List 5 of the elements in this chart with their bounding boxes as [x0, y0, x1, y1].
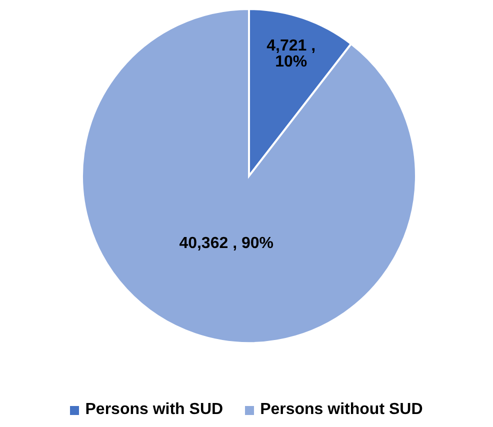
- data-label: 4,721 , 10%: [266, 37, 316, 70]
- pie-slice: [81, 8, 417, 344]
- legend-label: Persons with SUD: [85, 401, 224, 419]
- data-label: 40,362 , 90%: [179, 235, 274, 252]
- legend-label: Persons without SUD: [260, 401, 423, 419]
